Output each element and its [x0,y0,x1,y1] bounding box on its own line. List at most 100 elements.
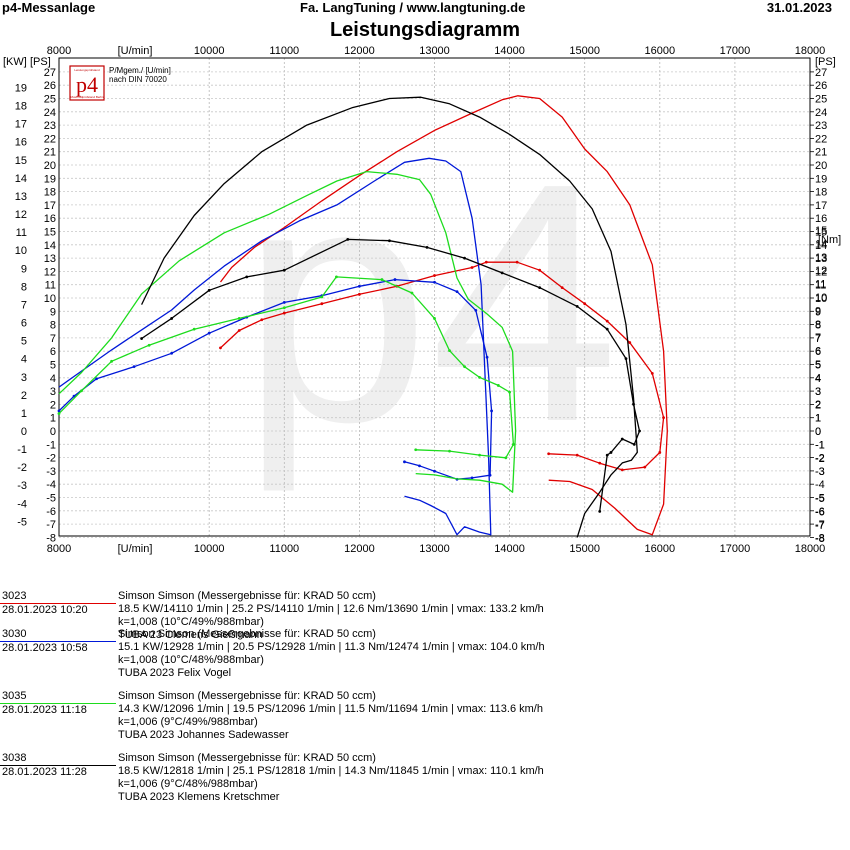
run-conditions: k=1,006 (9°C/48%/988mbar) [118,778,258,790]
ps-tick-label-left: -8 [46,532,56,544]
ps-tick-label-left: 8 [50,320,56,332]
torque-point-3035 [320,295,324,299]
run-conditions: k=1,006 (9°C/49%/988mbar) [118,716,258,728]
ps-axis-label-right: [PS] [815,56,836,68]
torque-point-3023 [560,286,564,290]
run-datetime: 28.01.2023 10:58 [2,642,88,654]
run-title: Simson Simson (Messergebnisse für: KRAD … [118,752,376,764]
ps-tick-label-right: 9 [815,306,821,318]
run-description: Simson Simson (Messergebnisse für: KRAD … [118,628,838,680]
torque-point-3038 [620,437,624,441]
ps-tick-label-left: 6 [50,346,56,358]
power-curve-3030 [58,157,492,536]
torque-point-3038 [575,304,579,308]
ps-tick-label-right: 8 [815,320,821,332]
torque-point-3023 [282,311,286,315]
ps-tick-label-right: 16 [815,213,827,225]
ps-tick-label-right: 18 [815,187,827,199]
ps-tick-label-right: 27 [815,67,827,79]
kw-tick-label: 17 [15,119,27,131]
ps-tick-label-left: 15 [44,227,56,239]
x-tick-label-top: 10000 [194,45,225,57]
power-chart: p4 8000800010000100001100011000120001200… [3,45,841,555]
ps-tick-label-left: 2 [50,399,56,411]
nm-tick-label: 14 [815,238,827,250]
torque-point-3023 [470,266,474,269]
torque-point-3023 [538,268,542,272]
torque-point-3038 [170,317,174,320]
torque-point-3038 [605,453,609,457]
run-id: 3038 [2,752,27,764]
logo-small-top: Leistungsprüfstand [74,68,100,72]
ps-tick-label-left: 14 [44,240,56,252]
torque-point-3030 [418,464,421,468]
torque-point-3023 [628,341,632,344]
logo-mark: p4 [76,72,98,97]
torque-point-3038 [638,429,641,433]
ps-tick-label-right: -8 [815,532,825,544]
torque-point-3023 [650,371,654,375]
ps-tick-label-left: -3 [46,466,56,478]
x-tick-label-top: 13000 [419,45,450,57]
kw-tick-label: 19 [15,82,27,94]
ps-tick-label-left: -7 [46,519,56,531]
x-tick-label-top: 15000 [569,45,600,57]
ps-tick-label-right: -7 [815,519,825,531]
torque-point-3030 [490,409,493,413]
ps-tick-label-right: 14 [815,240,827,252]
power-curve-3023 [219,95,668,536]
torque-point-3030 [95,377,98,381]
torque-point-3038 [282,268,286,272]
ps-tick-label-left: 1 [50,413,56,425]
torque-point-3038 [425,246,429,249]
torque-point-3035 [80,389,83,393]
ps-tick-label-left: 9 [50,306,56,318]
torque-point-3023 [484,260,488,264]
nm-tick-label: -6 [815,506,825,518]
run-id: 3023 [2,590,27,602]
x-tick-label-bottom: 10000 [194,543,225,555]
nm-tick-label: -3 [815,466,825,478]
nm-tick-label: 0 [815,426,821,438]
run-description: Simson Simson (Messergebnisse für: KRAD … [118,690,838,742]
torque-point-3030 [170,351,174,355]
torque-curve-3030 [58,278,493,480]
x-tick-label-bottom: 18000 [795,543,826,555]
kw-tick-label: 9 [21,263,27,275]
nm-tick-label: 9 [815,305,821,317]
torque-point-3035 [380,278,384,281]
nm-tick-label: -1 [815,439,825,451]
nm-tick-label: -8 [815,533,825,545]
torque-point-3035 [110,359,113,363]
ps-tick-label-right: 21 [815,147,827,159]
ps-tick-label-left: 25 [44,94,56,106]
torque-point-3035 [192,327,196,331]
ps-tick-label-right: 7 [815,333,821,345]
torque-point-3030 [488,473,492,477]
kw-axis-label: [KW] [3,56,27,68]
kw-tick-label: 0 [21,426,27,438]
kw-tick-label: 2 [21,390,27,402]
run-driver: TUBA 2023 Felix Vogel [118,667,232,679]
torque-point-3038 [346,237,350,241]
kw-tick-label: -3 [17,480,27,492]
torque-point-3023 [433,274,436,277]
run-driver: TUBA 2023 Klemens Kretschmer [118,791,280,803]
ps-tick-label-left: -6 [46,506,56,518]
ps-tick-label-right: 13 [815,253,827,265]
torque-point-3038 [632,443,636,446]
ps-tick-label-left: 3 [50,386,56,398]
nm-tick-label: 4 [815,372,821,384]
kw-tick-label: 1 [21,408,27,420]
ps-tick-label-right: 24 [815,107,827,119]
torque-point-3035 [448,449,451,453]
kw-tick-label: 6 [21,318,27,330]
kw-tick-label: 5 [21,336,27,348]
ps-tick-label-left: 18 [44,187,56,199]
kw-tick-label: 15 [15,155,27,167]
nm-axis-label: [Nm] [818,234,841,246]
kw-tick-label: -5 [17,516,27,528]
nm-tick-label: 12 [815,265,827,277]
run-driver: TUBA 23 Clemens Gießmann [118,629,263,641]
ps-tick-label-left: 22 [44,133,56,145]
